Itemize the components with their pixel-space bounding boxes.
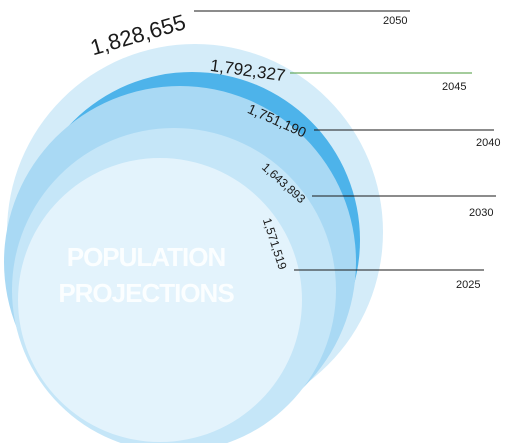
title-line-1: POPULATION — [67, 242, 226, 272]
year-label-2045: 2045 — [442, 81, 466, 93]
title-line-2: PROJECTIONS — [58, 278, 234, 308]
year-label-2040: 2040 — [476, 137, 500, 149]
year-label-2025: 2025 — [456, 279, 480, 291]
year-label-2030: 2030 — [469, 207, 493, 219]
circle-2025 — [18, 158, 302, 442]
year-label-2050: 2050 — [383, 15, 407, 27]
